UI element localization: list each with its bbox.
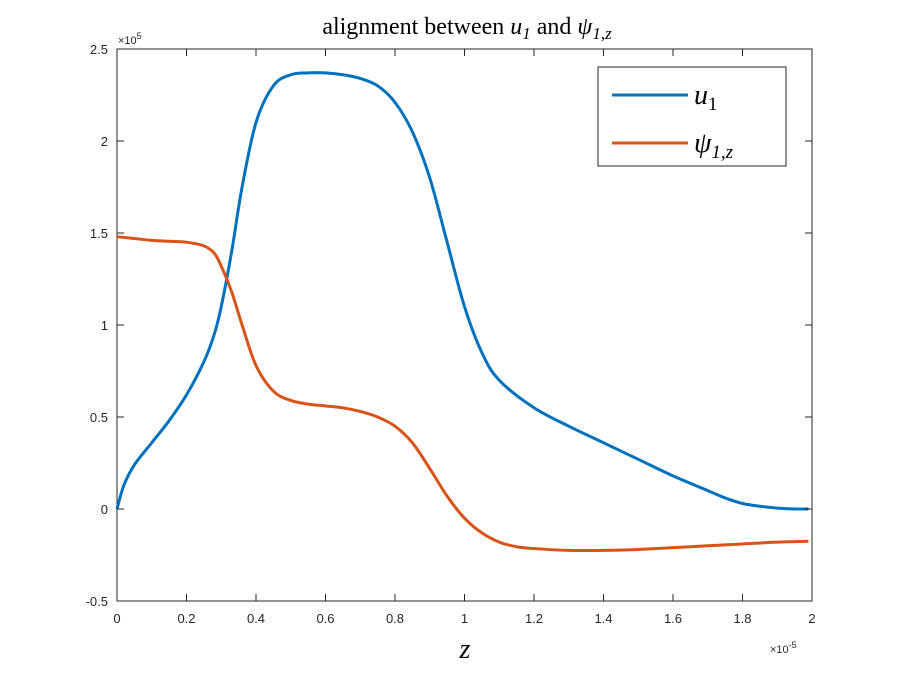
- x-tick-label: 0.8: [386, 611, 404, 626]
- y-axis-exponent-power: 5: [137, 31, 142, 41]
- y-tick-label: 1.5: [90, 226, 108, 241]
- x-tick-label: 1.6: [664, 611, 682, 626]
- x-tick-label: 1: [461, 611, 468, 626]
- y-tick-label: 1: [101, 318, 108, 333]
- legend-label-psi1z-sub: 1,z: [711, 142, 733, 163]
- legend-label-u1-sub: 1: [708, 94, 718, 115]
- legend-box: [597, 66, 787, 167]
- chart-title-var-a-sub: 1: [522, 24, 531, 43]
- x-axis-exponent-power: -5: [789, 640, 797, 650]
- y-axis-exponent-base: ×10: [118, 35, 137, 47]
- y-tick-label: 2: [101, 134, 108, 149]
- chart-title-var-b: ψ: [577, 14, 593, 40]
- x-axis-label: z: [459, 634, 471, 665]
- legend-label-psi1z: ψ1,z: [694, 128, 734, 163]
- chart-title-var-b-sub: 1,z: [592, 24, 612, 43]
- x-axis-exponent-base: ×10: [770, 644, 789, 656]
- chart-title-mid: and: [531, 14, 578, 40]
- chart-title-prefix: alignment between: [322, 14, 510, 40]
- legend: u1 ψ1,z: [597, 66, 787, 167]
- legend-label-psi1z-name: ψ: [694, 128, 712, 159]
- legend-label-u1: u1: [694, 80, 718, 115]
- legend-label-u1-name: u: [694, 80, 708, 111]
- x-tick-label: 0.6: [316, 611, 334, 626]
- x-tick-label: 1.4: [594, 611, 612, 626]
- x-tick-label: 0.4: [247, 611, 265, 626]
- x-tick-label: 0: [113, 611, 120, 626]
- ticks-layer: 0 0.2 0.4 0.6 0.8 1 1.2 1.4 1.6 1.8 2 -0.5 0 0.5 1 1.5 2…: [86, 42, 816, 626]
- x-tick-label: 1.8: [733, 611, 751, 626]
- series-line-psi1z: [116, 235, 809, 553]
- y-axis-exponent: ×105: [118, 31, 142, 47]
- x-axis-exponent: ×10-5: [770, 640, 797, 656]
- chart-title-var-a: u: [510, 14, 522, 40]
- series-line-u1: [115, 71, 809, 511]
- y-tick-label: 2.5: [90, 42, 108, 57]
- x-tick-label: 1.2: [525, 611, 543, 626]
- y-tick-label: -0.5: [86, 594, 108, 609]
- y-tick-label: 0: [101, 502, 108, 517]
- chart-title: alignment between u1 and ψ1,z: [322, 14, 612, 43]
- series-layer: [115, 71, 809, 553]
- x-tick-label: 0.2: [177, 611, 195, 626]
- y-tick-label: 0.5: [90, 410, 108, 425]
- x-tick-label: 2: [808, 611, 815, 626]
